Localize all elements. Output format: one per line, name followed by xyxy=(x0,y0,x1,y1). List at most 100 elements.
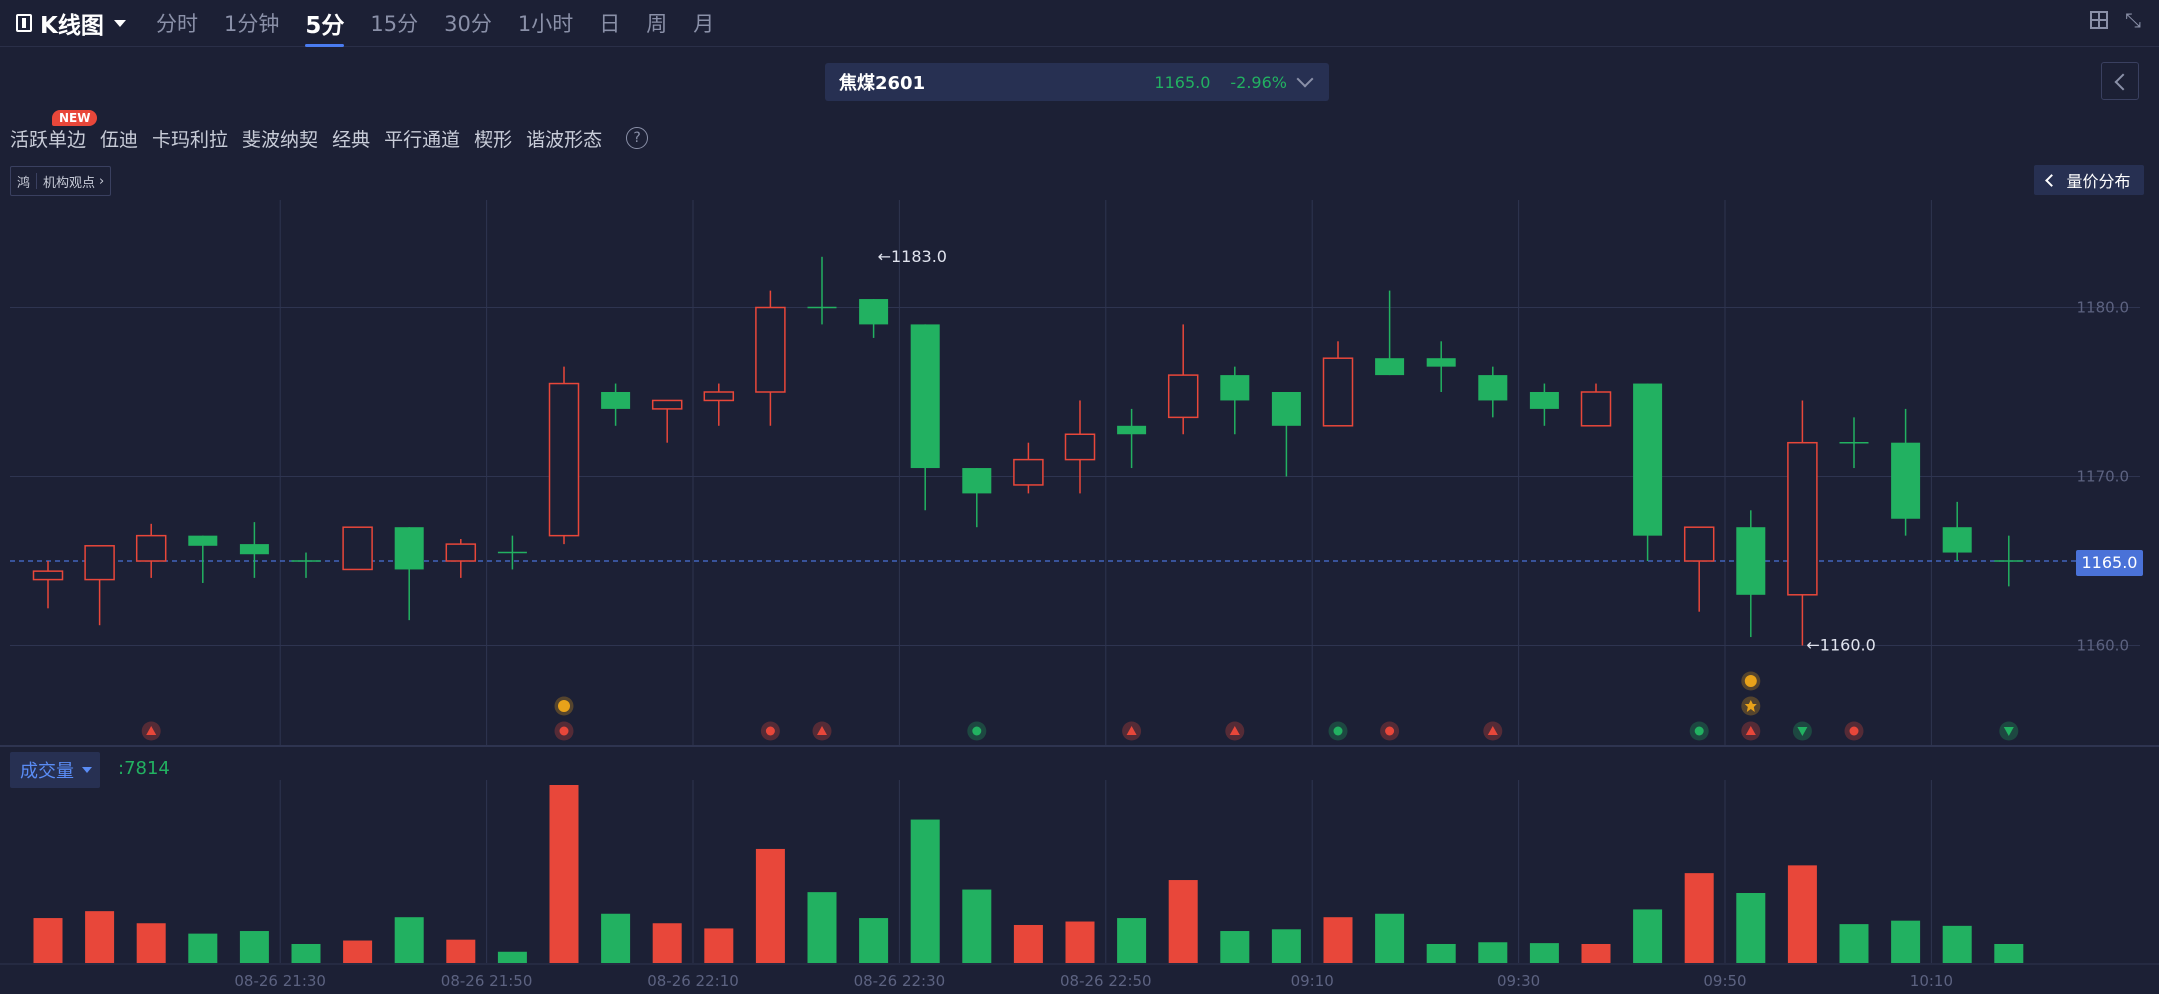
candle-body xyxy=(1580,391,1612,427)
volume-bar xyxy=(343,940,373,963)
x-tick-label: 08-26 22:30 xyxy=(854,972,946,990)
candle-body xyxy=(548,382,580,537)
candle-body xyxy=(1942,527,1972,553)
volume-bar xyxy=(1013,924,1043,963)
volume-bar xyxy=(188,933,218,963)
volume-bar xyxy=(1891,920,1921,963)
signal-star-icon xyxy=(1744,700,1757,712)
signal-dot-icon xyxy=(1385,726,1395,736)
candle-body xyxy=(1117,425,1147,435)
candle-body xyxy=(135,534,167,562)
x-tick-label: 08-26 22:50 xyxy=(1060,972,1152,990)
candle-body xyxy=(651,399,683,410)
candle-body xyxy=(1683,526,1715,562)
candle-body xyxy=(1167,374,1199,419)
candle-body xyxy=(1478,375,1508,401)
candle-body xyxy=(703,391,735,402)
period-tab[interactable]: 1小时 xyxy=(517,12,574,36)
candle-body xyxy=(1736,527,1766,595)
volume-price-distribution-button[interactable]: 量价分布 xyxy=(2034,165,2144,195)
candle-body xyxy=(1322,357,1354,427)
period-tab[interactable]: 周 xyxy=(646,12,668,36)
current-price-tag: 1165.0 xyxy=(2076,550,2143,576)
y-tick-label: 1160.0 xyxy=(2077,637,2130,655)
institution-label: 机构观点 xyxy=(43,175,96,191)
chart-type-selector[interactable]: K线图 xyxy=(16,6,126,40)
candle-body xyxy=(910,324,940,469)
period-tab[interactable]: 月 xyxy=(693,12,715,36)
volume-label: 成交量 xyxy=(20,761,74,782)
shrink-icon[interactable]: ⤡ xyxy=(2125,8,2141,32)
period-tabs: 分时 1分钟 5分 15分 30分 1小时 日 周 月 xyxy=(156,6,740,47)
candle-body xyxy=(859,299,889,325)
volume-bar xyxy=(85,911,115,963)
volume-bar xyxy=(1478,942,1508,963)
signal-up-icon xyxy=(1229,726,1240,735)
signal-dot-icon xyxy=(1694,726,1704,736)
volume-bar xyxy=(1942,925,1972,963)
volume-bar xyxy=(1581,943,1611,963)
volume-bar xyxy=(859,918,889,963)
volume-bar xyxy=(1065,921,1095,963)
period-tab[interactable]: 30分 xyxy=(444,12,492,36)
volume-bar xyxy=(704,928,734,963)
pattern-item[interactable]: 伍迪 xyxy=(100,128,139,151)
pattern-item[interactable]: 谐波形态 xyxy=(526,128,603,151)
volume-bar xyxy=(1839,924,1869,963)
pattern-item[interactable]: 经典 xyxy=(332,128,371,151)
help-icon[interactable]: ? xyxy=(626,127,649,149)
symbol-selector[interactable]: 焦煤2601 1165.0 -2.96% xyxy=(825,63,1329,101)
candle-body xyxy=(1633,383,1663,536)
volume-bar xyxy=(291,943,321,963)
caret-down-icon xyxy=(113,19,126,27)
pattern-item[interactable]: 平行通道 xyxy=(384,128,461,151)
candle-body xyxy=(1220,375,1250,401)
signal-dot-icon xyxy=(972,726,982,736)
collapse-button[interactable] xyxy=(2101,62,2139,100)
volume-bar xyxy=(1426,943,1456,963)
pattern-item[interactable]: 活跃单边 xyxy=(10,128,87,151)
pattern-item[interactable]: 斐波纳契 xyxy=(242,128,319,151)
candle-body xyxy=(1375,358,1405,376)
pattern-item[interactable]: 楔形 xyxy=(474,128,513,151)
volume-bar xyxy=(1736,893,1766,963)
top-toolbar: K线图 分时 1分钟 5分 15分 30分 1小时 日 周 月 ⤡ xyxy=(0,0,2159,47)
grid-layout-icon[interactable] xyxy=(2090,11,2108,29)
x-tick-label: 09:50 xyxy=(1703,972,1746,990)
signal-up-icon xyxy=(1745,726,1756,735)
period-tab[interactable]: 15分 xyxy=(370,12,419,36)
volume-bar xyxy=(962,889,992,963)
period-tab[interactable]: 5分 xyxy=(305,6,345,47)
candle-body xyxy=(755,306,786,393)
volume-bar xyxy=(1220,931,1250,963)
chart-type-label: K线图 xyxy=(40,13,104,39)
volume-bar xyxy=(239,931,269,963)
volume-bar xyxy=(1168,880,1198,963)
institution-view-button[interactable]: 鸿 机构观点 › xyxy=(10,166,112,196)
signal-dot-icon xyxy=(1333,726,1343,736)
candle-body xyxy=(394,527,424,570)
candle-body xyxy=(445,543,477,562)
volume-value: :7814 xyxy=(118,758,170,779)
signal-down-icon xyxy=(1797,727,1808,736)
volume-bar xyxy=(549,785,579,963)
candle-body xyxy=(84,545,115,581)
period-tab[interactable]: 分时 xyxy=(156,12,198,36)
signal-coin-icon xyxy=(1744,675,1757,687)
candle-body xyxy=(1529,392,1559,409)
kline-icon xyxy=(16,14,32,32)
volume-bar xyxy=(1684,873,1714,963)
price-annotation: ←1183.0 xyxy=(878,247,947,266)
candle-body xyxy=(1271,392,1301,426)
volume-price-label: 量价分布 xyxy=(2066,172,2131,191)
candle-body xyxy=(188,535,218,546)
volume-indicator-selector[interactable]: 成交量 xyxy=(10,752,100,788)
price-annotation: ←1160.0 xyxy=(1806,636,1875,655)
pattern-item[interactable]: 卡玛利拉 xyxy=(152,128,229,151)
volume-bar xyxy=(755,848,785,963)
period-tab[interactable]: 1分钟 xyxy=(224,12,280,36)
period-tab[interactable]: 日 xyxy=(599,12,621,36)
y-tick-label: 1170.0 xyxy=(2077,468,2130,486)
symbol-price: 1165.0 xyxy=(1154,72,1211,92)
